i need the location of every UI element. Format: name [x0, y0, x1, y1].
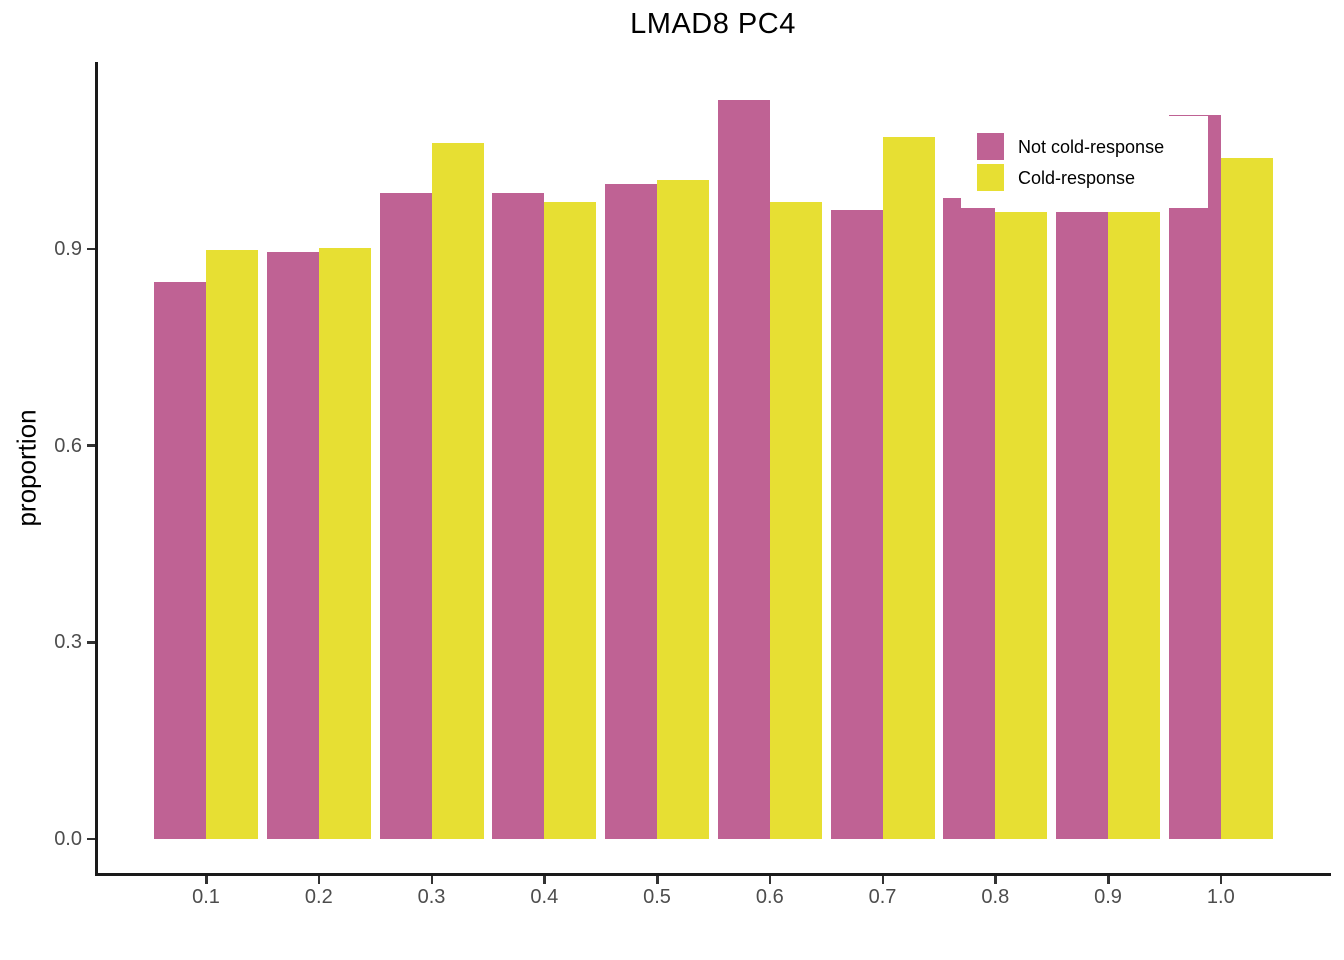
x-tick-mark-0.5 [656, 876, 659, 884]
bar-cold-response-0.5 [657, 180, 709, 839]
x-tick-label-0.3: 0.3 [417, 886, 446, 908]
bar-cold-response-0.1 [206, 250, 258, 839]
bar-not-cold-response-0.4 [492, 193, 545, 839]
bar-cold-response-0.3 [431, 142, 484, 839]
x-tick-label-0.2: 0.2 [304, 886, 333, 908]
x-tick-mark-0.6 [768, 876, 772, 884]
y-tick-mark-0.0 [87, 837, 95, 841]
bar-cold-response-0.6 [769, 201, 822, 839]
x-tick-label-0.5: 0.5 [643, 886, 671, 908]
x-tick-label-0.1: 0.1 [192, 886, 220, 908]
bar-not-cold-response-0.2 [266, 252, 319, 839]
x-tick-mark-0.7 [881, 876, 884, 884]
x-tick-label-1.0: 1.0 [1206, 886, 1235, 908]
legend-key-not-cold-response [977, 133, 1004, 160]
y-tick-mark-0.9 [87, 247, 95, 251]
legend-key-cold-response [977, 164, 1004, 191]
x-tick-label-0.7: 0.7 [868, 886, 897, 908]
x-tick-label-0.4: 0.4 [530, 886, 559, 908]
x-tick-label-0.8: 0.8 [981, 886, 1010, 908]
x-tick-mark-0.2 [317, 876, 321, 884]
bar-cold-response-0.8 [995, 212, 1048, 839]
bar-cold-response-0.2 [318, 248, 371, 839]
x-tick-mark-0.1 [205, 876, 208, 884]
x-tick-mark-1.0 [1219, 876, 1223, 884]
y-tick-mark-0.6 [87, 444, 95, 447]
y-tick-label-0.3: 0.3 [54, 631, 82, 654]
chart-title: LMAD8 PC4 [630, 8, 796, 40]
bar-not-cold-response-0.6 [717, 100, 770, 839]
bar-cold-response-1.0 [1220, 157, 1273, 839]
bar-not-cold-response-0.5 [605, 184, 657, 839]
y-tick-mark-0.3 [87, 641, 95, 644]
bar-not-cold-response-0.1 [154, 281, 206, 839]
bar-not-cold-response-1.0 [1168, 115, 1221, 839]
y-tick-label-0.0: 0.0 [54, 828, 82, 850]
x-tick-mark-0.8 [994, 876, 997, 884]
x-tick-label-0.9: 0.9 [1094, 886, 1122, 908]
bar-not-cold-response-0.3 [379, 193, 432, 839]
legend-label-not-cold-response: Not cold-response [1018, 136, 1165, 157]
legend-row-not-cold-response: Not cold-response [961, 133, 1208, 160]
bar-cold-response-0.7 [882, 136, 935, 839]
x-tick-mark-0.9 [1107, 876, 1110, 884]
x-axis-line [95, 873, 1331, 876]
y-tick-label-0.9: 0.9 [54, 238, 82, 260]
x-tick-label-0.6: 0.6 [755, 886, 784, 908]
bar-not-cold-response-0.9 [1056, 212, 1108, 839]
legend-row-cold-response: Cold-response [961, 164, 1208, 191]
bar-not-cold-response-0.8 [943, 197, 996, 839]
x-tick-mark-0.4 [543, 876, 546, 884]
bar-cold-response-0.4 [544, 201, 597, 839]
y-tick-label-0.6: 0.6 [54, 434, 82, 457]
legend: Not cold-response Cold-response [961, 116, 1208, 208]
x-tick-mark-0.3 [430, 876, 433, 884]
legend-label-cold-response: Cold-response [1018, 167, 1136, 188]
bar-cold-response-0.9 [1108, 212, 1160, 839]
bar-not-cold-response-0.7 [830, 210, 883, 839]
y-axis-line [95, 62, 98, 876]
